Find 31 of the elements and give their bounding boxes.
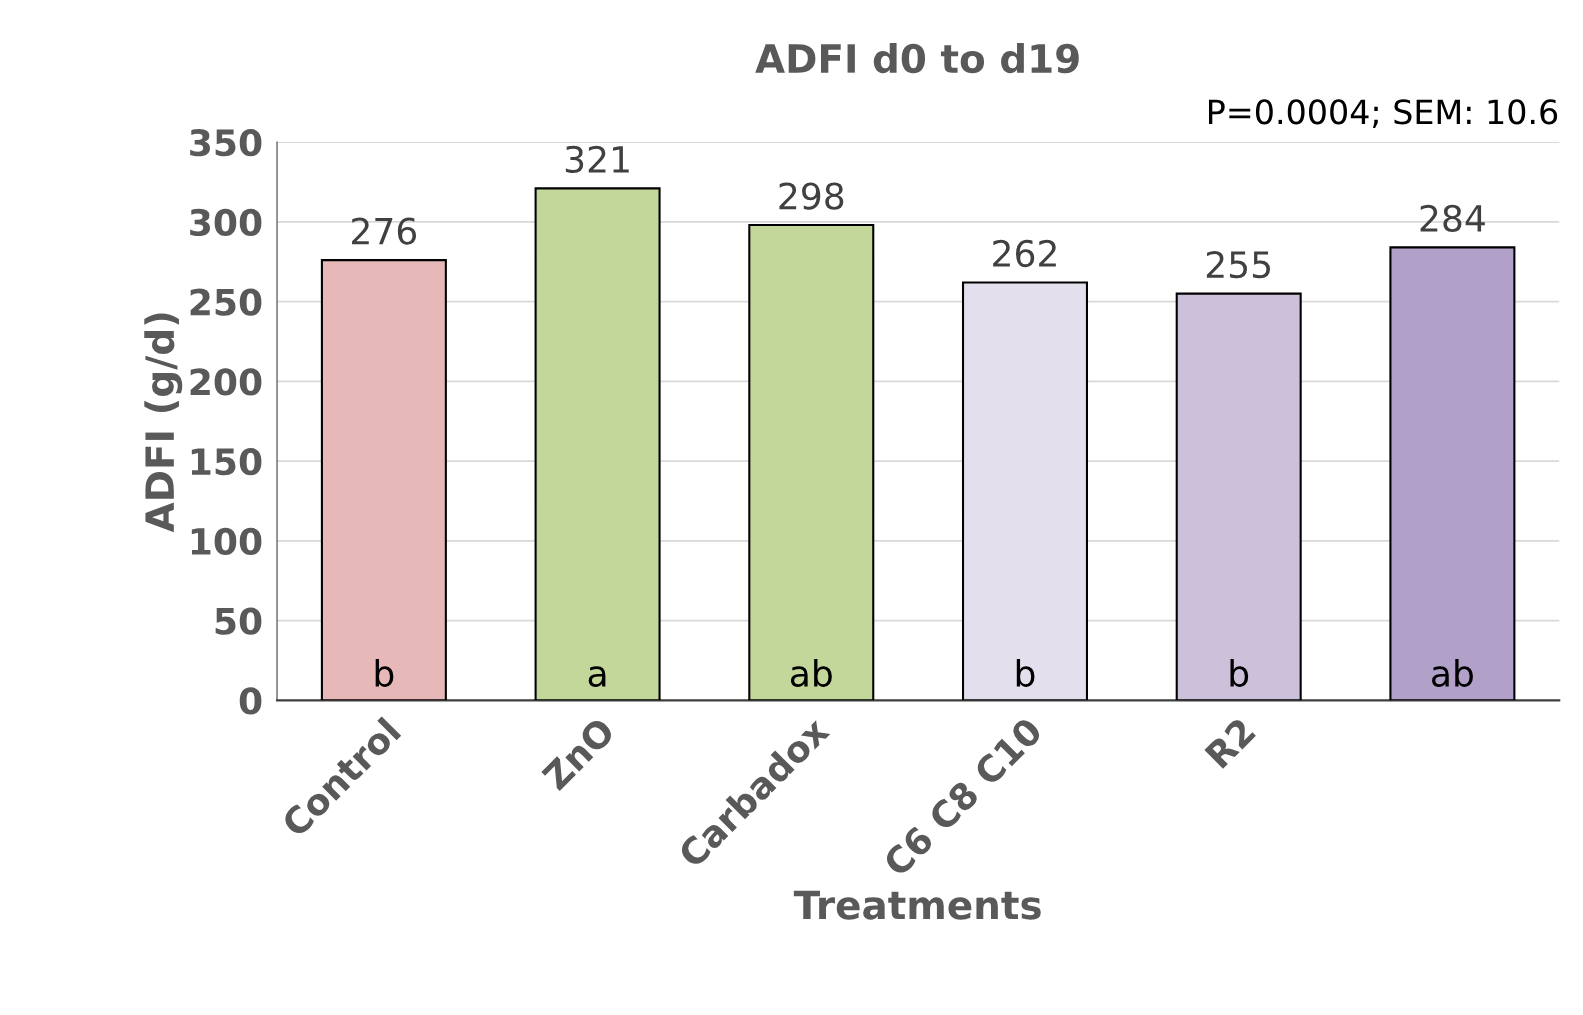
- y-axis-title: ADFI (g/d): [144, 313, 183, 533]
- x-axis-title: Treatments: [793, 890, 1041, 920]
- annotation: b: [1230, 659, 1249, 687]
- bar: [748, 224, 875, 701]
- y-tick-label: 350: [190, 129, 262, 157]
- data-label: 276: [352, 217, 417, 245]
- data-label: 321: [565, 145, 629, 174]
- x-tick-label: R2: [1204, 716, 1256, 769]
- y-tick-label: 0: [239, 687, 262, 715]
- y-tick-label: 250: [190, 288, 262, 316]
- y-tick-label: 50: [215, 607, 262, 635]
- bar: [534, 187, 661, 701]
- y-tick-label: 300: [190, 208, 262, 237]
- annotation: ab: [790, 659, 832, 687]
- bar: [961, 281, 1089, 701]
- y-tick-label: 100: [191, 527, 262, 556]
- data-label: 255: [1206, 250, 1271, 279]
- bar: [1389, 246, 1516, 701]
- annotation: b: [1016, 659, 1035, 687]
- bar: [1175, 292, 1302, 701]
- data-label: 262: [993, 239, 1056, 268]
- bar: [320, 259, 447, 701]
- data-label: 284: [1420, 204, 1485, 233]
- chart-title: ADFI d0 to d19: [755, 43, 1079, 74]
- annotation: ab: [1432, 659, 1473, 687]
- y-tick-label: 200: [190, 368, 262, 396]
- text: P=0.0004; SEM: 10.6: [1209, 99, 1558, 128]
- annotation: b: [375, 659, 394, 687]
- annotation: a: [588, 666, 606, 687]
- data-label: 298: [779, 182, 844, 210]
- y-tick-label: 150: [191, 448, 262, 476]
